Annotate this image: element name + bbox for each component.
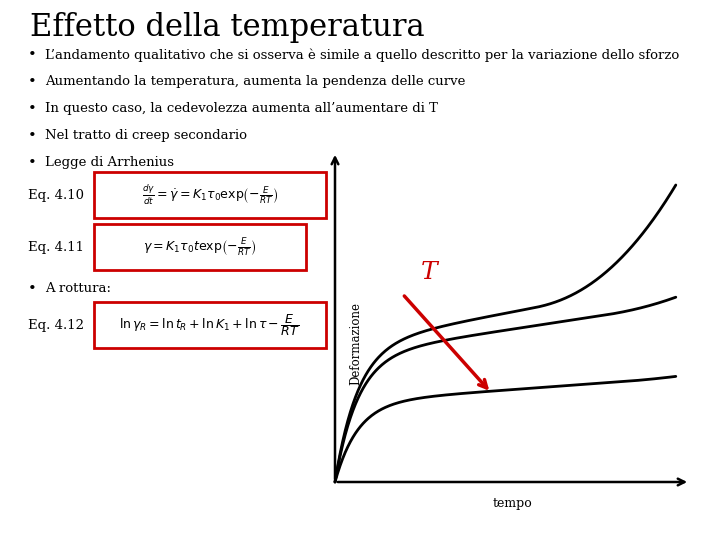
FancyBboxPatch shape: [94, 224, 306, 270]
Text: $\frac{d\gamma}{dt} = \dot{\gamma} = K_1\tau_0 \exp\!\left(-\frac{E}{RT}\right)$: $\frac{d\gamma}{dt} = \dot{\gamma} = K_1…: [142, 183, 278, 207]
Text: Eq. 4.12: Eq. 4.12: [28, 319, 84, 332]
Text: Eq. 4.10: Eq. 4.10: [28, 188, 84, 201]
Text: A rottura:: A rottura:: [45, 282, 111, 295]
Text: •: •: [28, 75, 37, 89]
Text: Nel tratto di creep secondario: Nel tratto di creep secondario: [45, 129, 247, 142]
Text: Eq. 4.11: Eq. 4.11: [28, 240, 84, 253]
Text: L’andamento qualitativo che si osserva è simile a quello descritto per la variaz: L’andamento qualitativo che si osserva è…: [45, 48, 679, 62]
Text: •: •: [28, 48, 37, 62]
Text: Effetto della temperatura: Effetto della temperatura: [30, 12, 425, 43]
Text: •: •: [28, 102, 37, 116]
Text: Aumentando la temperatura, aumenta la pendenza delle curve: Aumentando la temperatura, aumenta la pe…: [45, 75, 465, 88]
Text: tempo: tempo: [492, 497, 532, 510]
Text: •: •: [28, 156, 37, 170]
Text: •: •: [28, 129, 37, 143]
Text: $\gamma = K_1\tau_0 t\exp\!\left(-\frac{E}{RT}\right)$: $\gamma = K_1\tau_0 t\exp\!\left(-\frac{…: [143, 236, 256, 258]
Text: •: •: [28, 282, 37, 296]
Text: $\ln \gamma_R = \ln t_R + \ln K_1 + \ln \tau - \dfrac{E}{RT}$: $\ln \gamma_R = \ln t_R + \ln K_1 + \ln …: [120, 312, 300, 338]
FancyBboxPatch shape: [94, 302, 326, 348]
Text: T: T: [420, 261, 437, 284]
Text: Deformazione: Deformazione: [349, 302, 362, 385]
Text: Legge di Arrhenius: Legge di Arrhenius: [45, 156, 174, 169]
Text: In questo caso, la cedevolezza aumenta all’aumentare di T: In questo caso, la cedevolezza aumenta a…: [45, 102, 438, 115]
FancyBboxPatch shape: [94, 172, 326, 218]
